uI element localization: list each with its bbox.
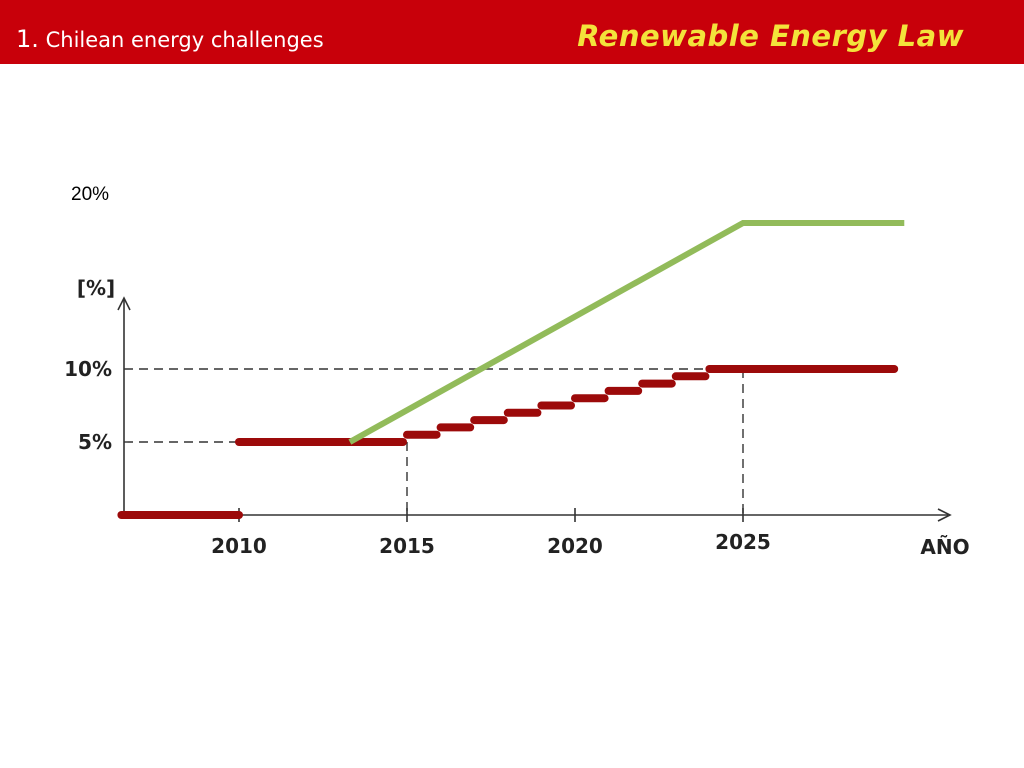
x-axis-arrow: [937, 508, 952, 522]
y-label-20-percent: 20%: [71, 184, 110, 205]
x-tick-label-2025: 2025: [715, 530, 771, 554]
section-number: 1.: [16, 25, 39, 53]
y-tick-label-10: 10%: [64, 357, 112, 381]
y-tick-label-5: 5%: [78, 430, 112, 454]
y-axis-arrow: [117, 296, 131, 311]
x-tick-label-2020: 2020: [547, 534, 603, 558]
section-title: 1. Chilean energy challenges: [16, 24, 324, 55]
y-axis-label: [%]: [77, 276, 115, 300]
target-line-series: [348, 220, 905, 445]
header-bar: 1. Chilean energy challenges Renewable E…: [0, 0, 1024, 64]
law-title: Renewable Energy Law: [577, 19, 964, 53]
section-title-text: Chilean energy challenges: [45, 28, 324, 52]
x-tick-label-2010: 2010: [211, 534, 267, 558]
x-tick-label-2015: 2015: [379, 534, 435, 558]
x-axis-label: AÑO: [920, 535, 969, 559]
